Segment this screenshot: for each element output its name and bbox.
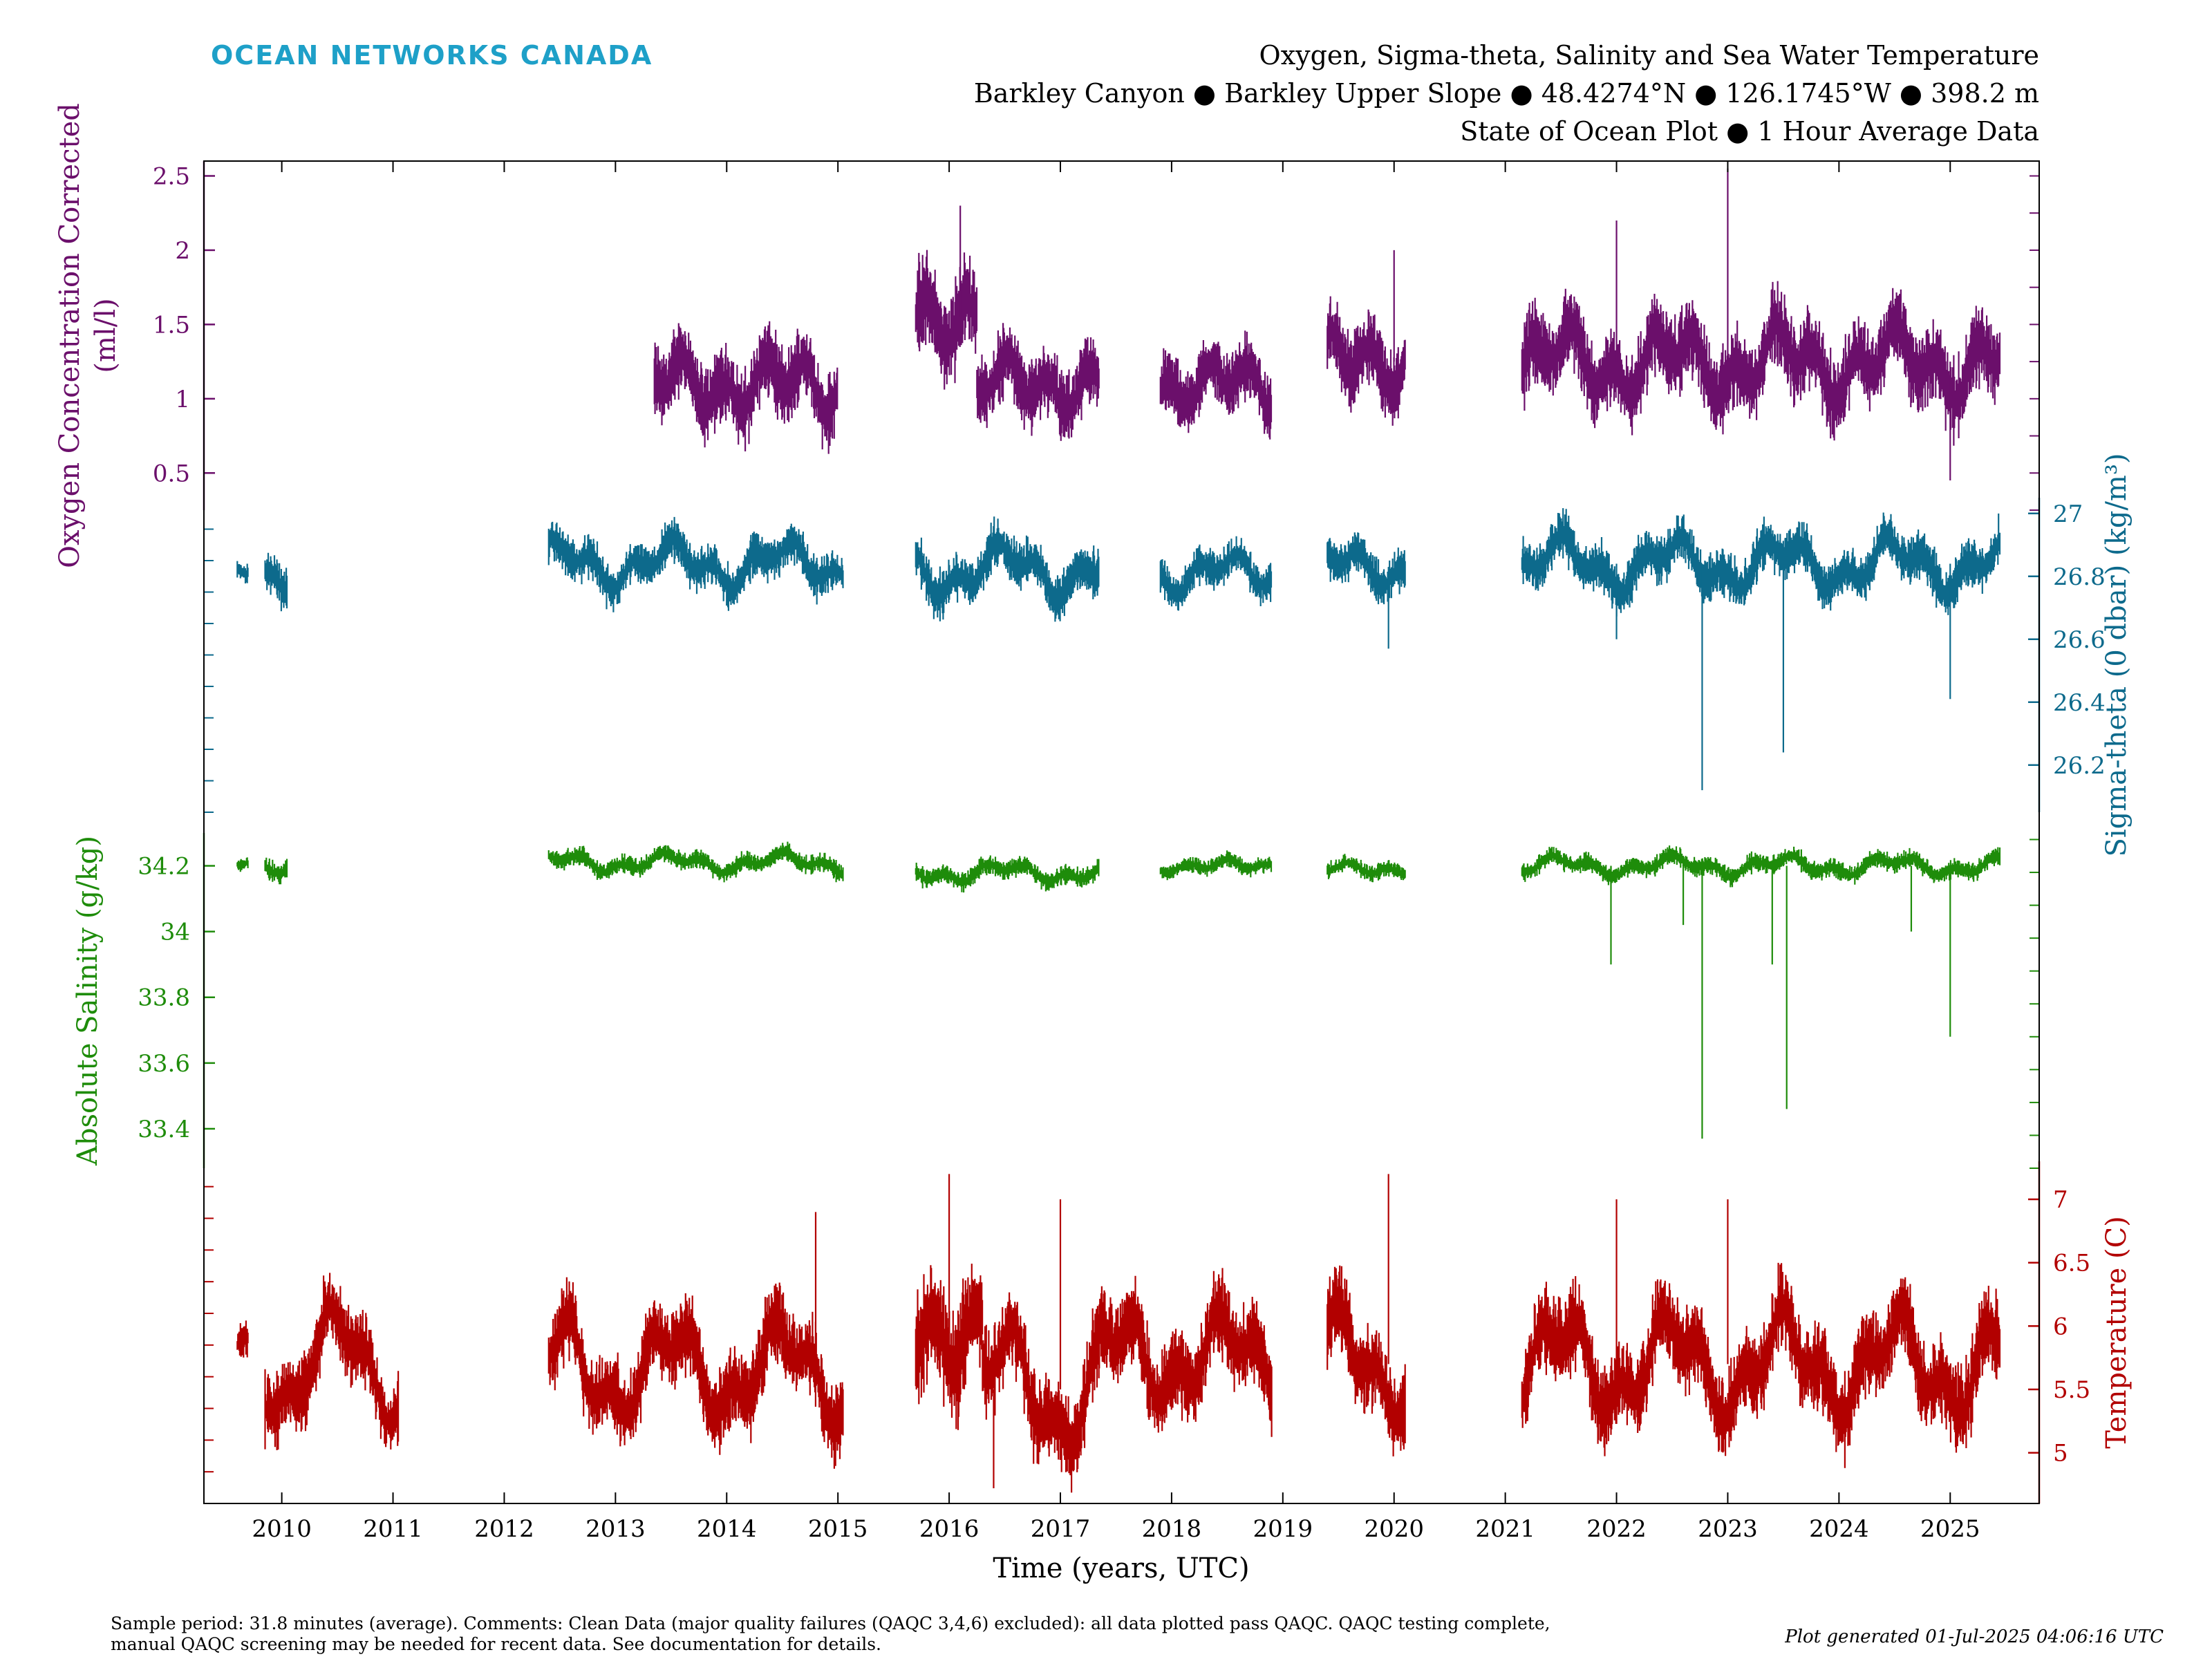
x-tick-label: 2016	[919, 1515, 980, 1543]
oxygen-tick-label: 1	[175, 386, 190, 413]
temperature-tick-label: 5.5	[2053, 1376, 2090, 1404]
oxygen-axis-label: Oxygen Concentration Corrected	[54, 103, 86, 568]
temperature-data-segment	[547, 1277, 844, 1469]
salinity-data-segment	[1521, 845, 2001, 888]
oxygen-tick-label: 2.5	[153, 162, 190, 190]
chart-subtitle-location: Barkley Canyon ● Barkley Upper Slope ● 4…	[974, 78, 2039, 109]
salinity-data-segment	[547, 841, 844, 883]
oxygen-tick-label: 2	[175, 237, 190, 265]
salinity-data-segment	[915, 855, 1100, 893]
salinity-data-segment	[236, 857, 249, 872]
series-layer	[236, 168, 2001, 1493]
x-axis: 2010 2011 2012 2013 2014 2015 2016 2017 2018 2019…	[252, 161, 1980, 1543]
series-salinity	[236, 841, 2001, 1139]
x-tick-label: 2012	[474, 1515, 534, 1543]
brand-logo-text: OCEAN NETWORKS CANADA	[211, 40, 653, 71]
x-tick-label: 2014	[697, 1515, 757, 1543]
sigma-axis-label: Sigma-theta (0 dbar) (kg/m³)	[2101, 453, 2133, 856]
temperature-tick-label: 6	[2053, 1313, 2068, 1340]
sigma-tick-label: 26.6	[2053, 626, 2106, 654]
sigma-data-segment	[264, 552, 288, 612]
temperature-tick-label: 7	[2053, 1186, 2068, 1214]
plot-frame	[203, 160, 2040, 1504]
x-tick-label: 2019	[1253, 1515, 1313, 1543]
temperature-axis-label: Temperature (C)	[2101, 1216, 2133, 1449]
x-tick-label: 2013	[585, 1515, 646, 1543]
footer-line-1: Sample period: 31.8 minutes (average). C…	[111, 1613, 1550, 1633]
temperature-data-segment	[982, 1292, 1100, 1493]
sigma-tick-label: 26.2	[2053, 752, 2106, 780]
oxygen-y-axis: 0.5 1 1.5 2 2.5 Oxygen Concentration Correcte…	[54, 103, 2039, 568]
sigma-tick-label: 26.8	[2053, 563, 2106, 591]
sigma-data-segment	[1521, 508, 2001, 617]
x-tick-label: 2023	[1698, 1515, 1758, 1543]
salinity-y-axis: 33.4 33.6 33.8 34 34.2 Absolute Salinity (g/k…	[72, 833, 2039, 1169]
oxygen-data-segment	[915, 250, 978, 390]
temperature-tick-label: 6.5	[2053, 1250, 2090, 1277]
oxygen-tick-label: 1.5	[153, 311, 190, 339]
x-tick-label: 2011	[363, 1515, 423, 1543]
x-tick-label: 2021	[1475, 1515, 1535, 1543]
salinity-axis-label: Absolute Salinity (g/kg)	[72, 836, 104, 1166]
x-tick-label: 2018	[1142, 1515, 1202, 1543]
chart-title: Oxygen, Sigma-theta, Salinity and Sea Wa…	[1259, 40, 2039, 71]
axes-layer: 0.5 1 1.5 2 2.5 Oxygen Concentration Correcte…	[54, 103, 2133, 1504]
sigma-data-segment	[1327, 532, 1406, 605]
footer-line-2: manual QAQC screening may be needed for …	[111, 1634, 881, 1654]
x-tick-label: 2010	[252, 1515, 312, 1543]
salinity-tick-label: 33.8	[138, 984, 190, 1012]
oxygen-data-segment	[1521, 281, 2001, 446]
series-sigma	[236, 508, 2001, 791]
salinity-tick-label: 34.2	[138, 853, 190, 881]
temperature-data-segment	[1521, 1262, 2001, 1468]
sigma-tick-label: 26.4	[2053, 689, 2106, 717]
temperature-data-segment	[1327, 1265, 1406, 1456]
x-axis-label: Time (years, UTC)	[993, 1553, 1249, 1584]
salinity-tick-label: 33.6	[138, 1050, 190, 1078]
sigma-data-segment	[547, 516, 844, 612]
temperature-data-segment	[236, 1320, 249, 1358]
plot-generated-timestamp: Plot generated 01-Jul-2025 04:06:16 UTC	[1784, 1627, 2164, 1647]
temperature-data-segment	[915, 1264, 984, 1430]
oxygen-tick-label: 0.5	[153, 460, 190, 487]
oxygen-data-segment	[1159, 330, 1273, 440]
x-tick-label: 2015	[808, 1515, 868, 1543]
chart-subtitle-plot-type: State of Ocean Plot ● 1 Hour Average Dat…	[1460, 116, 2039, 147]
oxygen-data-segment	[1327, 296, 1406, 426]
salinity-data-segment	[264, 857, 288, 885]
temperature-data-segment	[1098, 1268, 1273, 1437]
oxygen-axis-label: (ml/l)	[90, 298, 122, 373]
oxygen-data-segment	[976, 323, 1100, 441]
temperature-tick-label: 5	[2053, 1440, 2068, 1468]
series-oxygen	[653, 168, 2001, 481]
x-tick-label: 2017	[1031, 1515, 1091, 1543]
oxygen-data-segment	[653, 321, 838, 454]
temperature-data-segment	[264, 1273, 400, 1450]
salinity-data-segment	[1327, 854, 1406, 883]
sigma-data-segment	[236, 561, 249, 583]
salinity-data-segment	[1159, 850, 1273, 881]
x-tick-label: 2024	[1809, 1515, 1869, 1543]
salinity-tick-label: 33.4	[138, 1116, 190, 1143]
sigma-data-segment	[1159, 536, 1273, 611]
series-temperature	[236, 1174, 2001, 1493]
temperature-y-axis: 5 5.5 6 6.5 7 Temperature (C)	[204, 1161, 2133, 1504]
sigma-y-axis: 26.2 26.4 26.6 26.8 27 Sigma-theta (0 dbar) (…	[204, 453, 2133, 857]
x-tick-label: 2022	[1586, 1515, 1647, 1543]
x-tick-label: 2025	[1920, 1515, 1980, 1543]
sigma-tick-label: 27	[2053, 500, 2083, 528]
x-tick-label: 2020	[1364, 1515, 1424, 1543]
salinity-tick-label: 34	[160, 919, 190, 946]
sigma-data-segment	[915, 516, 1100, 622]
